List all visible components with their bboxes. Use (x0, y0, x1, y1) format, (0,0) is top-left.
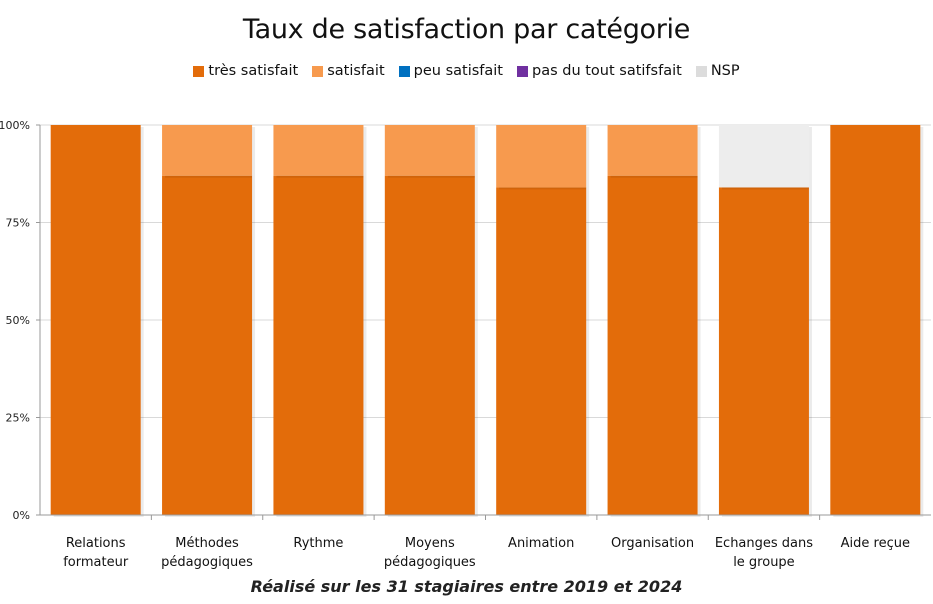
chart-footnote: Réalisé sur les 31 stagiaires entre 2019… (250, 577, 683, 596)
legend-label: pas du tout satifsfait (531, 63, 682, 79)
bar-segment (273, 175, 364, 515)
y-tick-label: 75% (6, 217, 30, 230)
legend-item-tres-satisfait: très satisfait (193, 63, 298, 79)
x-tick-label: Méthodes pédagogiques (161, 536, 253, 570)
legend-item-pas-du-tout: pas du tout satifsfait (516, 63, 682, 79)
y-tick-label: 50% (6, 314, 30, 327)
bar-segment (496, 125, 587, 188)
bar-segment (162, 125, 253, 176)
bar-segment (607, 125, 698, 176)
legend-swatch (516, 65, 528, 77)
y-tick-label: 100% (0, 119, 30, 132)
legend-label: très satisfait (208, 63, 299, 79)
bar-segment (384, 125, 475, 176)
bar-segment (607, 175, 698, 515)
bar-segment (496, 187, 587, 515)
bar-segment (384, 175, 475, 515)
y-tick-label: 0% (13, 509, 30, 522)
x-tick-label: Organisation (611, 536, 694, 551)
chart-legend: très satisfait satisfait peu satisfait p… (0, 63, 933, 79)
bar-segment (273, 125, 364, 176)
legend-swatch (398, 65, 410, 77)
bar-segment (830, 125, 921, 515)
bar-segment (162, 175, 253, 515)
y-tick-label: 25% (6, 412, 30, 425)
legend-label: peu satisfait (413, 63, 503, 79)
x-tick-label: Relations formateur (63, 536, 129, 570)
bar-segment (50, 125, 141, 515)
bar-segment (718, 187, 809, 515)
x-tick-label: Rythme (293, 536, 343, 551)
legend-swatch (193, 65, 205, 77)
legend-swatch (312, 65, 324, 77)
chart-title: Taux de satisfaction par catégorie (242, 14, 691, 45)
legend-label: NSP (710, 63, 740, 79)
x-tick-label: Moyens pédagogiques (384, 536, 476, 570)
legend-label: satisfait (327, 63, 385, 79)
x-tick-label: Animation (508, 536, 574, 551)
x-tick-label: Echanges dans le groupe (715, 536, 813, 570)
legend-swatch (695, 65, 707, 77)
x-tick-label: Aide reçue (841, 536, 910, 551)
legend-item-nsp: NSP (695, 63, 740, 79)
bar-segment (718, 125, 809, 188)
legend-item-peu-satisfait: peu satisfait (398, 63, 503, 79)
legend-item-satisfait: satisfait (312, 63, 385, 79)
